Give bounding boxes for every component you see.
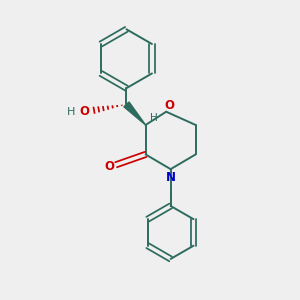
- Text: O: O: [105, 160, 115, 173]
- Text: N: N: [166, 171, 176, 184]
- Polygon shape: [124, 102, 146, 125]
- Text: H: H: [150, 113, 158, 124]
- Text: H: H: [67, 107, 75, 117]
- Text: O: O: [79, 105, 89, 118]
- Text: O: O: [165, 99, 175, 112]
